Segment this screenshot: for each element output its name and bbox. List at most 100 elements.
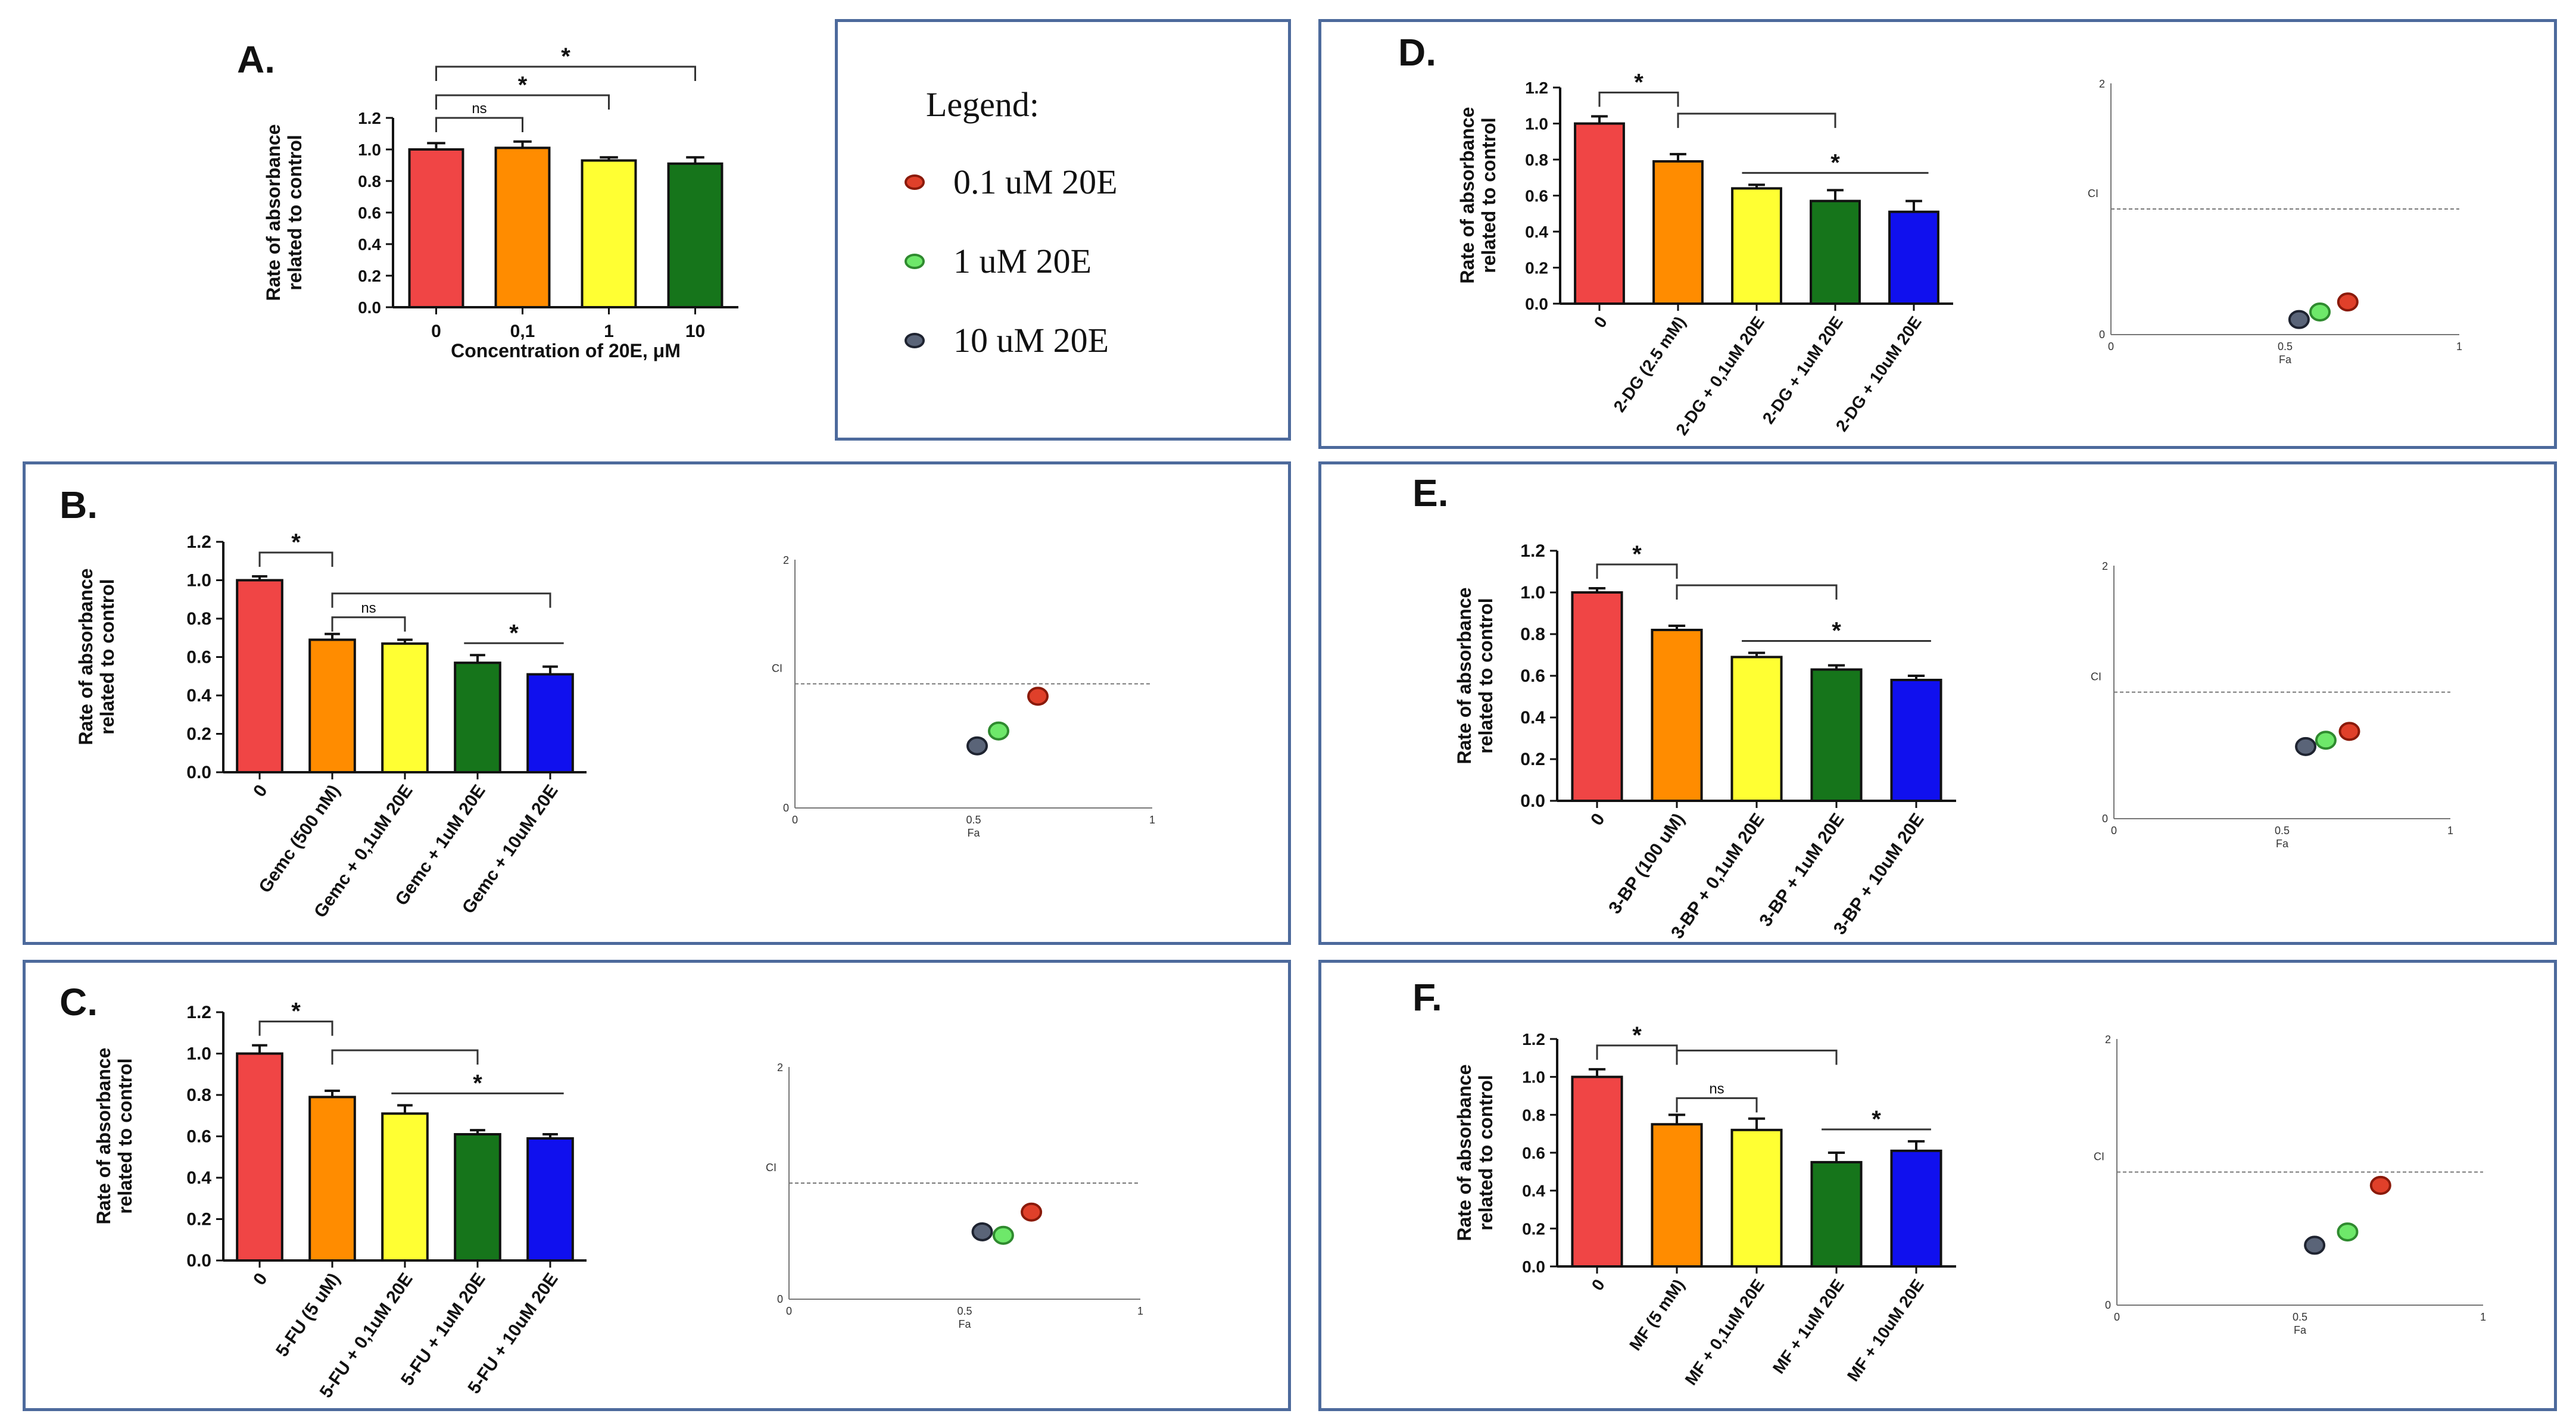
panel-e-bar bbox=[1651, 629, 1703, 802]
panel-c-significance-label: * bbox=[473, 1070, 482, 1096]
panel-c-bar bbox=[526, 1137, 574, 1262]
panel-f-ci-x-tick-label: 0 bbox=[2114, 1311, 2120, 1323]
panel-e-ci-point bbox=[2295, 737, 2317, 756]
legend-label-0-1uM: 0.1 uM 20E bbox=[953, 163, 1118, 201]
panel-d-ci-point bbox=[2309, 302, 2331, 322]
panel-c-significance-bracket bbox=[258, 1021, 333, 1036]
panel-a-significance-bracket bbox=[435, 117, 523, 132]
panel-f-ci-x-tick-label: 1 bbox=[2480, 1311, 2486, 1323]
panel-b-significance-label: * bbox=[291, 529, 301, 556]
panel-f-bar bbox=[1890, 1149, 1942, 1268]
panel-d-y-tick-label: 1.0 bbox=[1525, 115, 1548, 133]
panel-d-bar bbox=[1652, 160, 1704, 305]
panel-e-bar bbox=[1890, 679, 1942, 802]
panel-a-y-tick-label: 0.0 bbox=[358, 298, 381, 317]
legend-item-1uM: 1 uM 20E bbox=[905, 241, 1091, 281]
panel-b-y-tick-label: 0.6 bbox=[186, 648, 211, 667]
panel-c-ylabel-line: related to control bbox=[114, 1058, 136, 1213]
panel-e-y-tick-label: 1.2 bbox=[1520, 541, 1545, 561]
panel-f-ci-x-tick-label: 0.5 bbox=[2293, 1311, 2307, 1323]
panel-d-category-label: 2-DG + 0,1uM 20E bbox=[1672, 313, 1768, 439]
panel-f-y-tick-label: 1.0 bbox=[1522, 1068, 1545, 1087]
panel-a-y-tick-label: 0.8 bbox=[358, 172, 381, 191]
panel-f-significance-bracket bbox=[1676, 1049, 1838, 1065]
panel-e-significance-bracket bbox=[1676, 584, 1838, 600]
panel-e-y-tick-label: 1.0 bbox=[1520, 583, 1545, 603]
panel-b-bar bbox=[526, 673, 574, 774]
panel-d-bar bbox=[1574, 122, 1625, 305]
panel-f-ylabel-line: related to control bbox=[1475, 1075, 1496, 1230]
panel-c-ci-y-tick-label: 0 bbox=[777, 1293, 783, 1305]
panel-e-y-tick-label: 0.4 bbox=[1520, 708, 1545, 728]
panel-c-ci-x-tick-label: 0 bbox=[786, 1305, 792, 1317]
panel-e-letter: E. bbox=[1412, 472, 1448, 514]
panel-f-ci-y-tick-label: 2 bbox=[2105, 1034, 2111, 1046]
panel-f-ci-point bbox=[2337, 1222, 2359, 1242]
panel-c-bar bbox=[454, 1133, 501, 1262]
legend-dot-green bbox=[905, 253, 925, 269]
panel-d-y-tick-label: 0.8 bbox=[1525, 151, 1548, 169]
panel-f-letter: F. bbox=[1412, 976, 1442, 1019]
panel-c-ci-xlabel: Fa bbox=[958, 1318, 971, 1330]
panel-a-y-tick-label: 0.2 bbox=[358, 267, 381, 285]
panel-b-ylabel-line: Rate of absorbance bbox=[75, 569, 96, 745]
panel-a-significance-bracket bbox=[435, 65, 696, 81]
panel-d-ci-point bbox=[2337, 292, 2359, 312]
panel-c-frame bbox=[23, 960, 1291, 1411]
panel-d-category-label: 2-DG + 10uM 20E bbox=[1832, 313, 1925, 435]
legend-dot-red bbox=[905, 174, 925, 190]
panel-c-significance-label: * bbox=[291, 998, 301, 1025]
panel-a-y-tick-label: 0.6 bbox=[358, 204, 381, 222]
panel-d-category-label: 0 bbox=[1590, 313, 1611, 332]
panel-e-ylabel-line: Rate of absorbance bbox=[1454, 588, 1475, 765]
panel-b-ci-point bbox=[1027, 687, 1049, 706]
panel-f-significance-bracket bbox=[1676, 1097, 1758, 1113]
panel-c-category-label: 5-FU (5 uM) bbox=[272, 1269, 344, 1361]
panel-f-bar bbox=[1730, 1128, 1783, 1268]
panel-b-y-tick-label: 0.0 bbox=[186, 763, 211, 782]
panel-b-ci-point bbox=[988, 721, 1009, 741]
panel-f-ylabel-line: Rate of absorbance bbox=[1454, 1065, 1475, 1241]
panel-d-ylabel-line: related to control bbox=[1478, 117, 1499, 273]
panel-b-ci-point bbox=[966, 736, 988, 756]
panel-b-bar bbox=[308, 638, 356, 773]
panel-b-ci-xlabel: Fa bbox=[967, 827, 980, 839]
panel-a-y-tick-label: 1.0 bbox=[358, 141, 381, 159]
panel-b-category-label: Gemc (500 nM) bbox=[255, 781, 344, 897]
panel-c-letter: C. bbox=[60, 981, 98, 1024]
panel-f-category-label: 0 bbox=[1588, 1276, 1608, 1294]
panel-b-category-label: 0 bbox=[250, 781, 272, 801]
panel-b-ci-x-tick-label: 0.5 bbox=[966, 814, 981, 826]
panel-e-ci-x-tick-label: 0 bbox=[2111, 825, 2117, 837]
panel-d-y-tick-label: 0.4 bbox=[1525, 223, 1548, 241]
legend-label-1uM: 1 uM 20E bbox=[953, 242, 1091, 280]
panel-c-ci-point bbox=[1021, 1202, 1043, 1222]
panel-e-ci-point bbox=[2315, 731, 2337, 750]
panel-e-y-tick-label: 0.8 bbox=[1520, 625, 1545, 644]
panel-e-ylabel-line: related to control bbox=[1475, 598, 1496, 753]
panel-a-category-label: 10 bbox=[685, 322, 705, 341]
panel-a-bar bbox=[408, 148, 464, 308]
panel-b-y-tick-label: 0.8 bbox=[186, 609, 211, 629]
legend-dot-slate bbox=[905, 332, 925, 348]
panel-a-bar bbox=[667, 162, 723, 308]
panel-c-category-label: 0 bbox=[250, 1269, 272, 1289]
panel-a-category-label: 1 bbox=[604, 322, 614, 341]
panel-e-y-tick-label: 0.2 bbox=[1520, 750, 1545, 769]
panel-f-significance-label: ns bbox=[1709, 1081, 1724, 1097]
panel-b-significance-label: * bbox=[509, 620, 519, 646]
panel-c-ci-x-tick-label: 1 bbox=[1137, 1305, 1143, 1317]
panel-b-significance-bracket bbox=[331, 592, 551, 608]
panel-f-y-tick-label: 1.2 bbox=[1522, 1030, 1545, 1049]
panel-e-ci-y-tick-label: 0 bbox=[2102, 813, 2108, 825]
panel-d-ci-y-tick-label: 0 bbox=[2099, 329, 2105, 341]
panel-e-category-label: 3-BP + 10uM 20E bbox=[1830, 810, 1928, 938]
panel-e-bar bbox=[1730, 656, 1783, 802]
panel-c-y-tick-label: 0.8 bbox=[186, 1085, 211, 1105]
panel-d-significance-label: * bbox=[1634, 69, 1643, 95]
legend-label-10uM: 10 uM 20E bbox=[953, 321, 1109, 360]
panel-a-y-tick-label: 1.2 bbox=[358, 109, 381, 127]
panel-b-significance-bracket bbox=[258, 551, 333, 567]
panel-d-bar bbox=[1888, 210, 1939, 305]
panel-f-category-label: MF + 0,1uM 20E bbox=[1681, 1276, 1767, 1388]
